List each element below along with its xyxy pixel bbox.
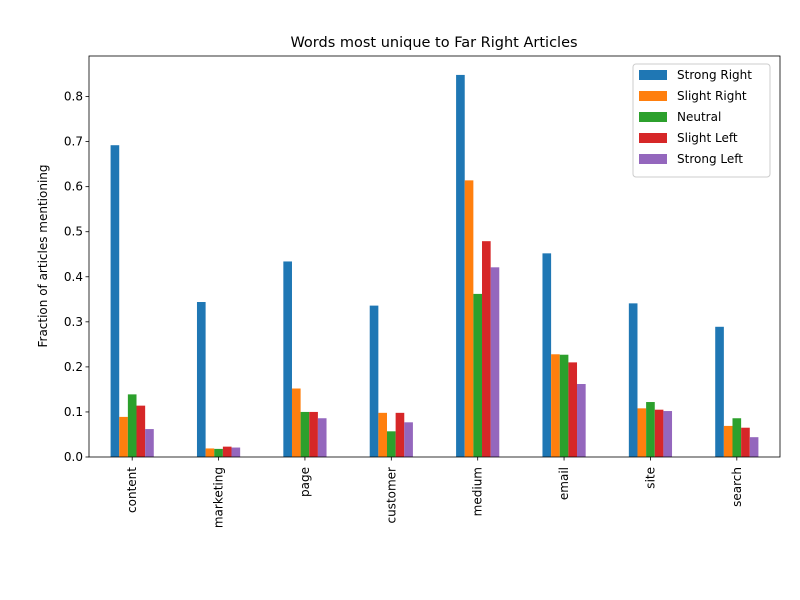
y-tick-label: 0.8 bbox=[64, 90, 83, 104]
legend-label: Slight Left bbox=[677, 131, 738, 145]
bar-neutral-site bbox=[646, 402, 655, 457]
bar-slight-left-customer bbox=[395, 412, 405, 457]
bar-slight-right-marketing bbox=[205, 448, 215, 457]
bar-slight-left-page bbox=[309, 411, 318, 457]
bar-strong-right-email bbox=[542, 253, 552, 457]
y-tick-label: 0.2 bbox=[64, 360, 83, 374]
x-tick-label-customer: customer bbox=[384, 467, 398, 524]
bar-strong-left-medium bbox=[490, 267, 500, 457]
bar-slight-left-email bbox=[568, 362, 578, 457]
y-tick-label: 0.1 bbox=[64, 405, 83, 419]
bar-strong-right-medium bbox=[456, 74, 465, 458]
legend-swatch bbox=[639, 133, 667, 143]
bar-slight-left-content bbox=[136, 405, 146, 457]
bar-strong-left-search bbox=[749, 437, 759, 457]
bar-slight-left-site bbox=[654, 409, 664, 457]
y-tick-label: 0.0 bbox=[64, 450, 83, 464]
bar-neutral-medium bbox=[473, 293, 483, 457]
x-tick-label-marketing: marketing bbox=[212, 467, 226, 528]
bar-neutral-content bbox=[127, 394, 137, 457]
bar-strong-left-customer bbox=[404, 422, 413, 457]
bar-slight-right-search bbox=[723, 425, 733, 457]
legend-label: Neutral bbox=[677, 110, 721, 124]
plot-frame bbox=[88, 55, 781, 458]
bar-strong-left-marketing bbox=[231, 447, 241, 457]
legend: Strong Right Slight Right Neutral Slight Le… bbox=[632, 63, 771, 178]
bar-strong-left-email bbox=[577, 384, 586, 457]
bar-strong-right-page bbox=[283, 261, 292, 457]
bar-neutral-page bbox=[300, 411, 310, 457]
bar-neutral-customer bbox=[386, 431, 396, 457]
x-tick-label-page: page bbox=[298, 467, 312, 497]
legend-swatch bbox=[639, 112, 667, 122]
bar-slight-left-search bbox=[741, 427, 750, 457]
bar-slight-right-customer bbox=[378, 412, 387, 457]
y-tick-label: 0.3 bbox=[64, 315, 83, 329]
bar-strong-left-page bbox=[317, 418, 327, 457]
legend-box bbox=[632, 63, 771, 178]
bar-strong-right-content bbox=[110, 145, 120, 457]
x-tick-label-search: search bbox=[730, 467, 744, 507]
x-tick-label-email: email bbox=[557, 467, 571, 500]
bar-strong-right-search bbox=[715, 326, 724, 457]
legend-label: Strong Right bbox=[677, 68, 752, 82]
bar-slight-right-site bbox=[637, 408, 647, 457]
bar-slight-right-email bbox=[551, 354, 560, 457]
x-tick-label-content: content bbox=[125, 467, 139, 513]
legend-swatch bbox=[639, 91, 667, 101]
y-tick-label: 0.7 bbox=[64, 135, 83, 149]
bar-neutral-search bbox=[732, 418, 742, 457]
y-tick-label: 0.4 bbox=[64, 270, 83, 284]
legend-label: Strong Left bbox=[677, 152, 743, 166]
bar-slight-right-content bbox=[119, 416, 128, 457]
y-tick-label: 0.5 bbox=[64, 225, 83, 239]
x-tick-label-site: site bbox=[643, 467, 657, 489]
bar-strong-left-site bbox=[663, 411, 673, 457]
bar-slight-right-medium bbox=[464, 180, 474, 458]
bar-neutral-email bbox=[559, 354, 569, 457]
bar-strong-right-customer bbox=[369, 305, 379, 457]
bar-strong-right-site bbox=[628, 303, 638, 457]
bar-strong-right-marketing bbox=[196, 302, 206, 457]
bars-layer bbox=[110, 74, 759, 458]
bar-slight-left-marketing bbox=[222, 446, 232, 457]
legend-swatch bbox=[639, 70, 667, 80]
bar-slight-left-medium bbox=[482, 241, 491, 457]
y-tick-label: 0.6 bbox=[64, 180, 83, 194]
x-tick-label-medium: medium bbox=[471, 467, 485, 516]
bar-slight-right-page bbox=[291, 388, 301, 457]
bar-neutral-marketing bbox=[214, 448, 223, 457]
chart-title: Words most unique to Far Right Articles bbox=[290, 35, 577, 51]
bar-strong-left-content bbox=[145, 429, 154, 457]
axes-layer: 0.0 0.1 0.2 0.3 0.4 0.5 0.6 0.7 0.8 content market… bbox=[64, 55, 781, 528]
legend-label: Slight Right bbox=[677, 89, 747, 103]
y-axis-label: Fraction of articles mentioning bbox=[36, 164, 50, 347]
legend-swatch bbox=[639, 154, 667, 164]
